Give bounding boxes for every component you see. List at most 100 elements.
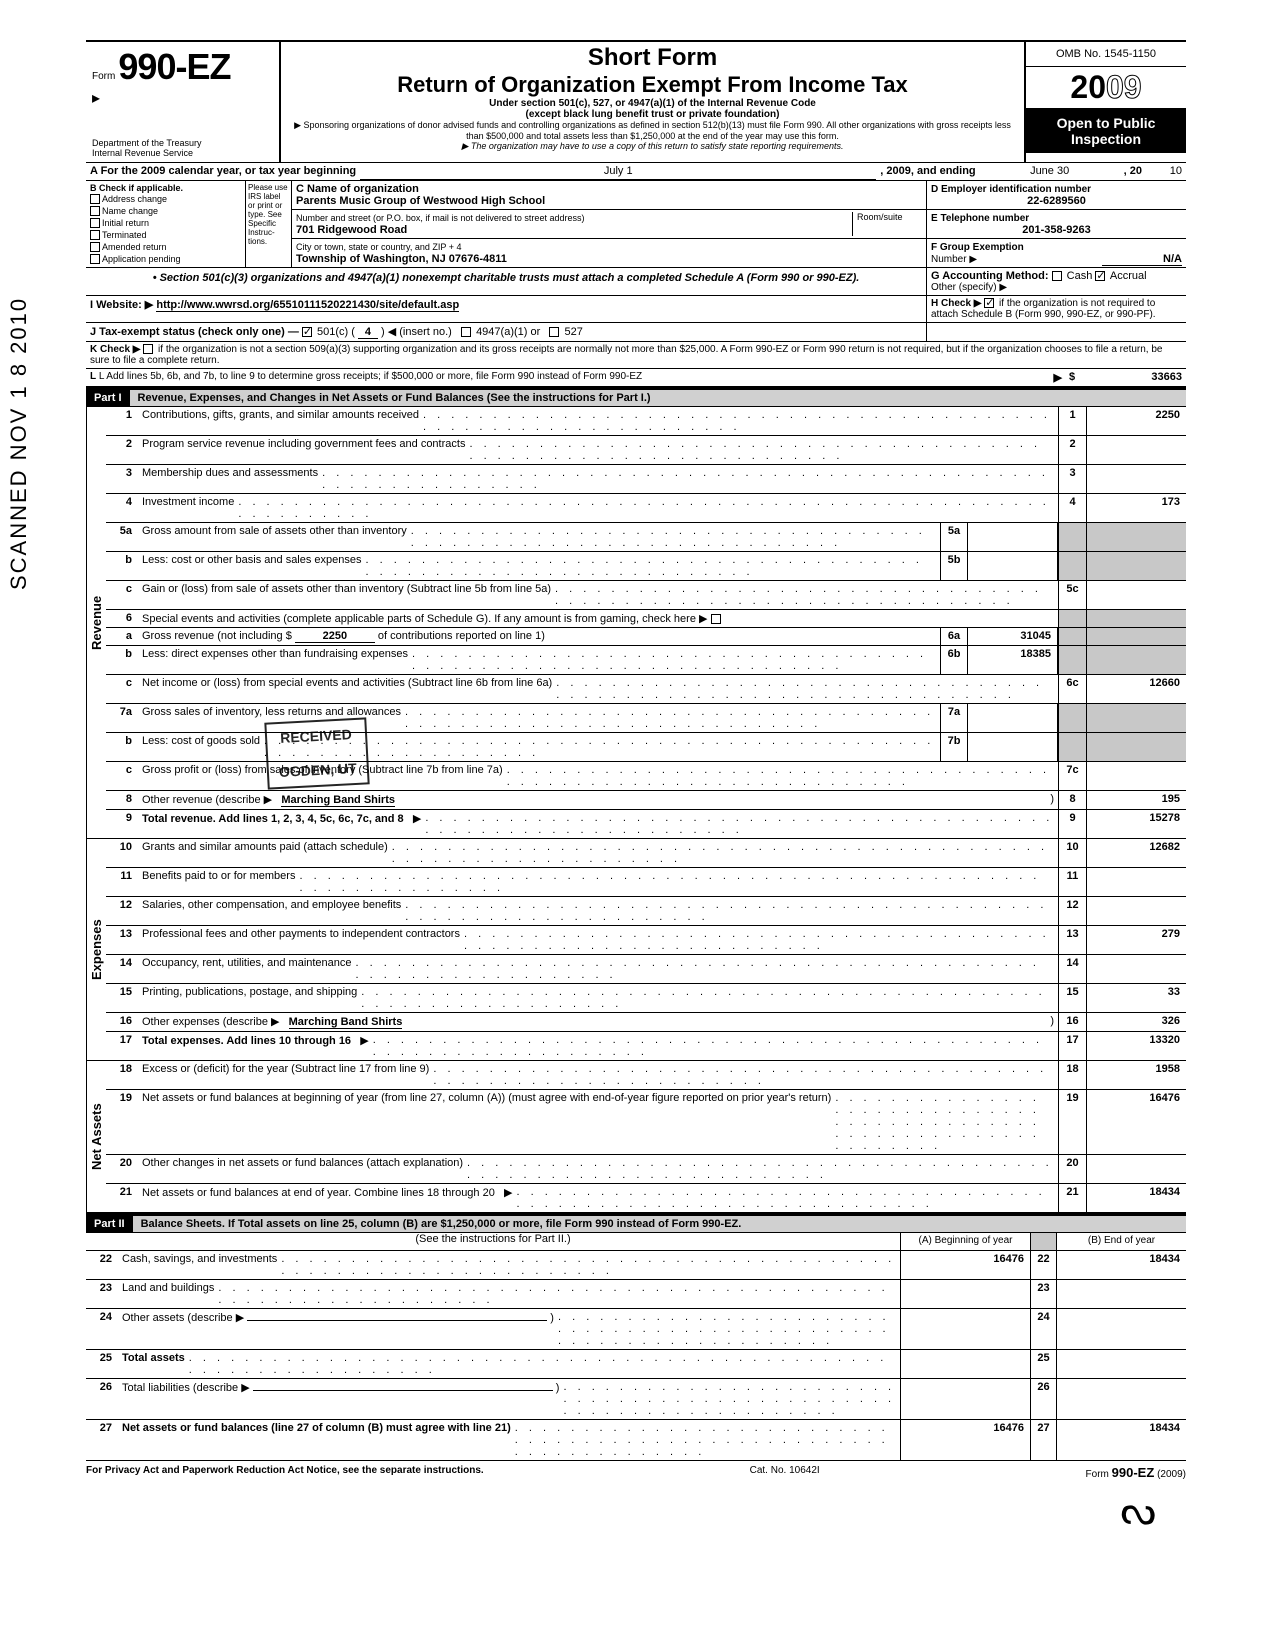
part-1-header: Part I Revenue, Expenses, and Changes in… [86,388,1186,407]
line-5c: cGain or (loss) from sale of assets othe… [106,581,1186,610]
chk-initial-return[interactable] [90,218,100,228]
line-19: 19Net assets or fund balances at beginni… [106,1090,1186,1155]
f-number-label: Number ▶ [931,254,977,265]
j-label: J Tax-exempt status (check only one) — [90,326,299,338]
page-mark-icon: ᔓ [1120,1488,1156,1534]
open-to-public: Open to PublicInspection [1026,109,1186,153]
row-a-label: A For the 2009 calendar year, or tax yea… [86,163,360,180]
line-14: 14 Occupancy, rent, utilities, and maint… [106,955,1186,984]
line-15: 15 Printing, publications, postage, and … [106,984,1186,1013]
chk-address-change[interactable] [90,194,100,204]
tax-year-begin: July 1 [360,163,876,180]
part-1-desc: Revenue, Expenses, and Changes in Net As… [130,390,1186,406]
form-number: 990-EZ [118,46,230,87]
g-other: Other (specify) ▶ [931,282,1182,293]
line-b: b Less: cost or other basis and sales ex… [106,552,1186,581]
chk-amended[interactable] [90,242,100,252]
b-item-3: Terminated [102,230,147,240]
chk-k[interactable] [143,344,153,354]
chk-cash[interactable] [1052,271,1062,281]
street-address: 701 Ridgewood Road [296,224,407,236]
city-label: City or town, state or country, and ZIP … [296,242,462,252]
b-item-2: Initial return [102,218,149,228]
chk-527[interactable] [549,327,559,337]
chk-app-pending[interactable] [90,254,100,264]
dept-irs: Internal Revenue Service [92,148,273,158]
line-3: 3 Membership dues and assessments. . . .… [106,465,1186,494]
c-label: C Name of organization [296,183,419,195]
footer-mid: Cat. No. 10642I [750,1465,820,1480]
side-revenue: Revenue [86,407,106,838]
line-7a: 7a Gross sales of inventory, less return… [106,704,1186,733]
line-18: 18 Excess or (deficit) for the year (Sub… [106,1061,1186,1090]
chk-gaming[interactable] [711,614,721,624]
line-4: 4 Investment income. . . . . . . . . . .… [106,494,1186,523]
g-label: G Accounting Method: [931,270,1049,282]
line-7c: cGross profit or (loss) from sales of in… [106,762,1186,791]
addr-label: Number and street (or P.O. box, if mail … [296,213,584,223]
bal-line-22: 22 Cash, savings, and investments. . . .… [86,1251,1186,1280]
form-prefix: Form [92,71,115,82]
h-label: H Check ▶ [931,298,981,309]
part2-see: (See the instructions for Part II.) [86,1233,900,1250]
chk-501c[interactable] [302,327,312,337]
part-2-label: Part II [86,1216,133,1232]
l-arrow: ▶ [1054,371,1062,384]
line-20: 20 Other changes in net assets or fund b… [106,1155,1186,1184]
j-527: 527 [565,326,583,338]
j-insert: 4 [358,326,378,339]
side-net-assets: Net Assets [86,1061,106,1212]
tax-year-end-month: June 30 [980,163,1120,180]
l-text: L Add lines 5b, 6b, and 7b, to line 9 to… [99,371,642,382]
line-8: 8 Other revenue (describe ▶ Marching Ban… [106,791,1186,810]
footer-right: Form 990-EZ (2009) [1086,1465,1186,1480]
line-13: 13 Professional fees and other payments … [106,926,1186,955]
footer-left: For Privacy Act and Paperwork Reduction … [86,1465,484,1480]
bal-line-23: 23 Land and buildings. . . . . . . . . .… [86,1280,1186,1309]
bal-line-26: 26 Total liabilities (describe ▶ ). . . … [86,1379,1186,1420]
col-a-header: (A) Beginning of year [900,1233,1030,1250]
e-label: E Telephone number [931,213,1029,224]
chk-terminated[interactable] [90,230,100,240]
line-1: 1 Contributions, gifts, grants, and simi… [106,407,1186,436]
chk-name-change[interactable] [90,206,100,216]
row-a-mid: , 2009, and ending [876,163,979,180]
chk-schedule-b[interactable] [984,298,994,308]
k-text: if the organization is not a section 509… [90,344,1162,366]
website-url: http://www.wwrsd.org/65510111520221430/s… [156,299,459,312]
line-21: 21 Net assets or fund balances at end of… [106,1184,1186,1212]
line-6c: cNet income or (loss) from special event… [106,675,1186,704]
part-1-label: Part I [86,390,130,406]
please-use-irs: Please use IRS label or print or type. S… [246,181,292,267]
line-12: 12 Salaries, other compensation, and emp… [106,897,1186,926]
b-label: B Check if applicable. [90,183,241,193]
b-item-5: Application pending [102,254,181,264]
line-9: 9 Total revenue. Add lines 1, 2, 3, 4, 5… [106,810,1186,838]
k-label: K Check ▶ [90,344,140,355]
form-header: Form 990-EZ ▸ Department of the Treasury… [86,40,1186,163]
chk-accrual[interactable] [1095,271,1105,281]
j-after: ) ◀ (insert no.) [381,326,452,338]
dept-treasury: Department of the Treasury [92,138,273,148]
side-expenses: Expenses [86,839,106,1060]
city-state-zip: Township of Washington, NJ 07676-4811 [296,253,507,265]
subtitle-1: Under section 501(c), 527, or 4947(a)(1)… [287,98,1018,109]
section-note: • Section 501(c)(3) organizations and 49… [86,268,926,295]
line-16: 16 Other expenses (describe ▶ Marching B… [106,1013,1186,1032]
tax-year: 2009 [1026,67,1186,109]
chk-4947[interactable] [461,327,471,337]
subtitle-2: (except black lung benefit trust or priv… [287,109,1018,120]
b-item-4: Amended return [102,242,167,252]
b-item-1: Name change [102,206,158,216]
d-label: D Employer identification number [931,184,1091,195]
i-label: I Website: ▶ [90,299,153,311]
room-suite-label: Room/suite [852,212,922,236]
scanned-stamp: SCANNED NOV 1 8 2010 [6,297,32,590]
part-2-header: Part II Balance Sheets. If Total assets … [86,1214,1186,1233]
tax-year-end-yr: 10 [1146,163,1186,180]
g-accrual: Accrual [1110,270,1147,282]
short-form-title: Short Form [287,44,1018,72]
ein: 22-6289560 [931,195,1182,207]
b-item-0: Address change [102,194,167,204]
line-11: 11 Benefits paid to or for members. . . … [106,868,1186,897]
